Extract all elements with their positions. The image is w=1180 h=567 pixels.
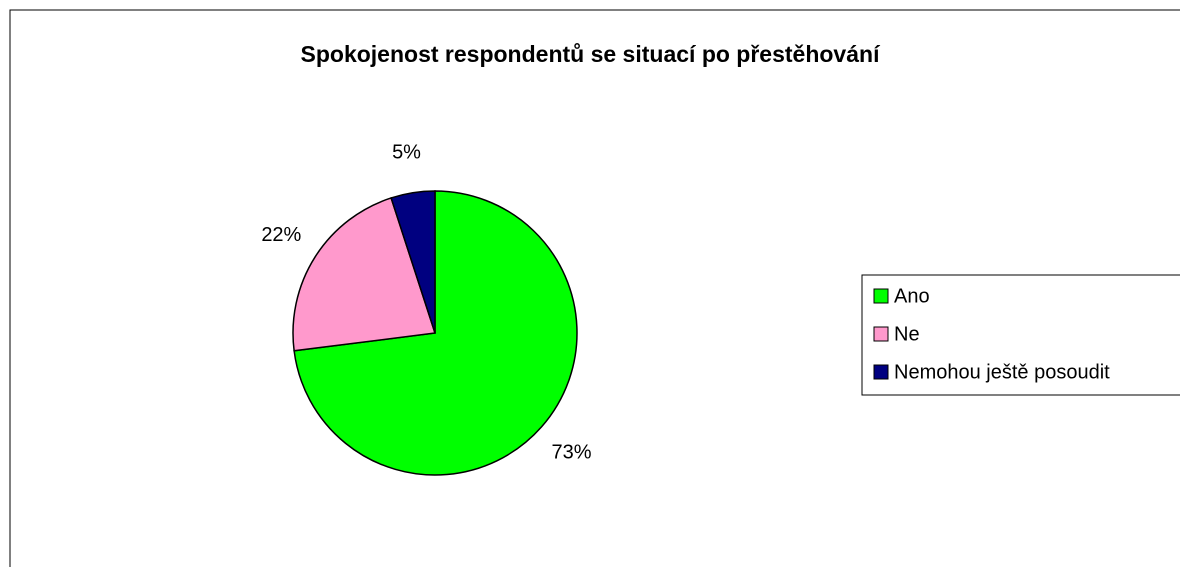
data-label: 5% [392,142,421,164]
pie-slice [390,190,436,334]
legend-swatch [873,326,889,342]
legend-swatch [873,364,889,380]
legend-label: Ne [894,323,920,345]
data-label: 22% [261,224,301,246]
legend-label: Nemohou ještě posoudit [894,361,1110,383]
data-label: 73% [552,442,592,464]
legend-label: Ano [894,285,930,307]
legend-box [861,274,1180,396]
legend-swatch [873,288,889,304]
chart-title: Spokojenost respondentů se situací po př… [301,41,882,67]
pie-slice [292,197,436,352]
